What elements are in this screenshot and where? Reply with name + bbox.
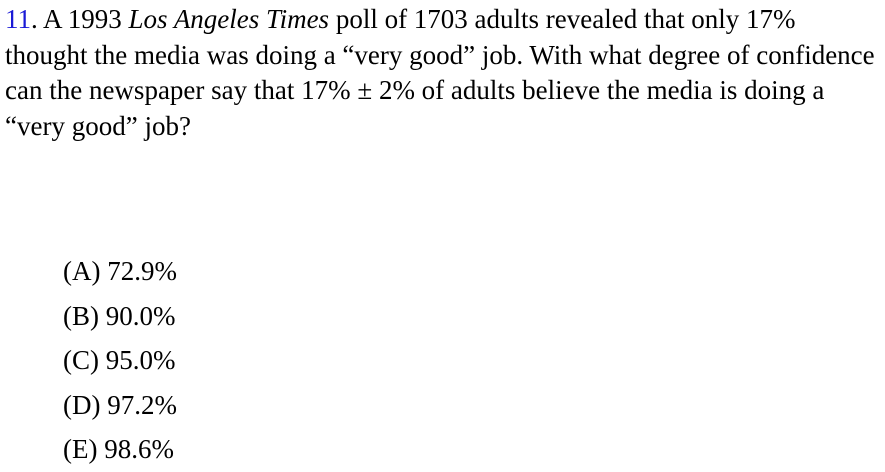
question-text: 11. A 1993 Los Angeles Times poll of 170…: [5, 2, 881, 144]
newspaper-name: Los Angeles Times: [128, 4, 330, 34]
question-text-start: A 1993: [43, 4, 129, 34]
choice-label: (D): [63, 389, 101, 420]
choice-label: (E): [63, 434, 98, 464]
choice-value: 95.0%: [105, 345, 176, 375]
choice-label: (C): [63, 345, 99, 375]
question-number-suffix: .: [31, 4, 44, 34]
question-number: 11: [5, 4, 31, 34]
choice-e: (E) 98.6%: [63, 427, 177, 472]
choice-d: (D) 97.2%: [63, 383, 177, 428]
choice-value: 72.9%: [107, 256, 177, 286]
choice-value: 97.2%: [107, 389, 177, 420]
choice-value: 98.6%: [104, 434, 174, 464]
choice-c: (C) 95.0%: [63, 338, 177, 383]
answer-choices: (A) 72.9% (B) 90.0% (C) 95.0% (D) 97.2% …: [63, 249, 177, 472]
choice-b: (B) 90.0%: [63, 294, 177, 339]
question-text-rest: poll of 1703 adults revealed that only 1…: [5, 4, 875, 141]
choice-label: (B): [63, 300, 99, 331]
choice-value: 90.0%: [105, 300, 176, 331]
choice-label: (A): [63, 256, 101, 286]
choice-a: (A) 72.9%: [63, 249, 177, 294]
